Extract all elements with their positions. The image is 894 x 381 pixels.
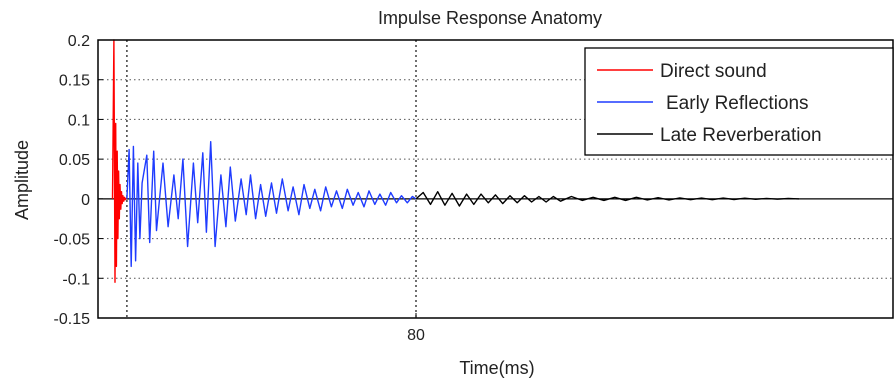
x-tick-label: 80 xyxy=(407,327,425,344)
series-line-1 xyxy=(111,39,128,283)
x-ticks: 80 xyxy=(407,313,425,344)
axes-frame xyxy=(97,39,894,319)
y-ticks: 0.2 0.15 0.1 0.05 0 -0.05 -0.1 -0.15 xyxy=(54,33,103,328)
y-tick-label: 0.2 xyxy=(68,33,90,50)
y-tick-label: -0.05 xyxy=(54,232,91,249)
series-line-2 xyxy=(126,140,417,268)
series-line-3 xyxy=(415,190,800,207)
y-axis-label: Amplitude xyxy=(12,140,32,220)
x-axis-label: Time(ms) xyxy=(459,358,534,378)
legend-label-2: Early Reflections xyxy=(666,93,809,114)
legend-label-3: Late Reverberation xyxy=(660,125,822,146)
y-tick-label: 0.05 xyxy=(59,152,90,169)
y-tick-label: -0.1 xyxy=(62,271,90,288)
divider-lines xyxy=(126,40,417,318)
series-group xyxy=(111,39,800,283)
y-tick-label: -0.15 xyxy=(54,311,91,328)
y-tick-label: 0.1 xyxy=(68,112,90,129)
legend-label-1: Direct sound xyxy=(660,61,767,82)
y-tick-label: 0.15 xyxy=(59,73,90,90)
legend: Direct sound Early Reflections Late Reverb… xyxy=(584,47,894,156)
chart-title: Impulse Response Anatomy xyxy=(378,8,602,28)
y-tick-label: 0 xyxy=(81,192,90,209)
